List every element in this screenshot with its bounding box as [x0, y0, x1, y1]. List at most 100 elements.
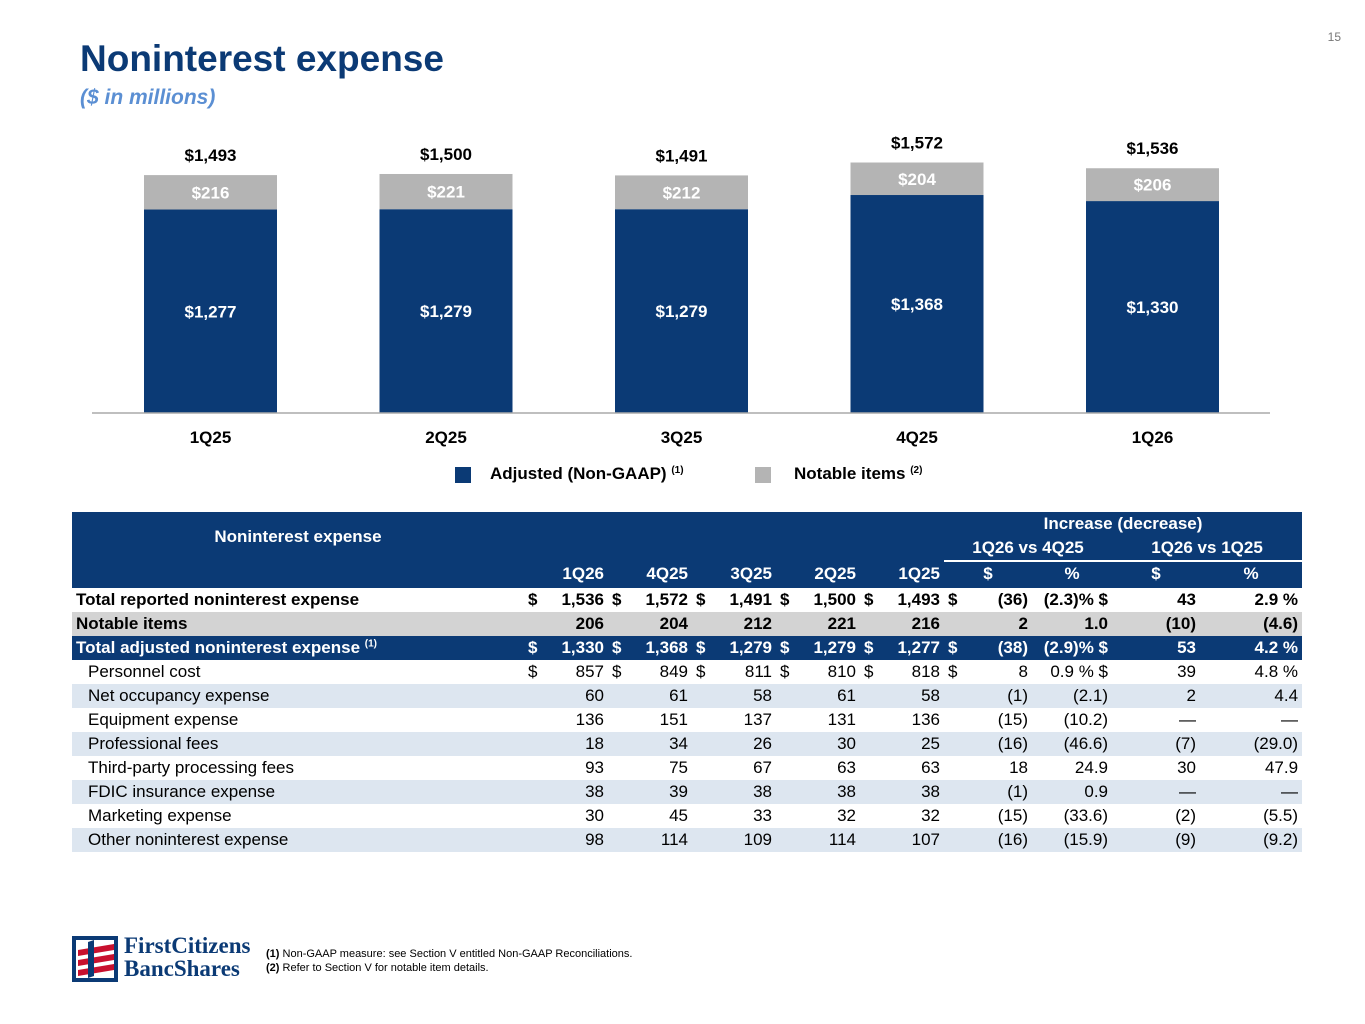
change-dollar-cell: 43 — [1112, 586, 1200, 612]
bar-notable — [379, 173, 513, 210]
company-logo — [70, 930, 250, 986]
change-dollar-cell: (1) — [944, 684, 1032, 708]
value-cell: 34 — [608, 732, 692, 756]
change-percent-cell: (29.0) — [1200, 732, 1303, 756]
legend-label-adjusted: Adjusted (Non-GAAP) (1) — [490, 464, 684, 483]
logo-line-2: BancShares — [124, 956, 240, 981]
change-percent-cell: (2.3)% $ — [1032, 586, 1112, 612]
data-label-notable: $204 — [898, 170, 936, 189]
change-dollar-cell: $ (36) — [944, 586, 1032, 612]
x-tick-label: 4Q25 — [896, 428, 938, 447]
page-subtitle: ($ in millions) — [80, 86, 216, 109]
value-cell: $1,279 — [692, 636, 776, 660]
value-cell: 33 — [753, 806, 772, 825]
value-cell: 58 — [692, 684, 776, 708]
value-cell: 61 — [608, 684, 692, 708]
value-cell: 39 — [608, 780, 692, 804]
change-dollar-cell: (16) — [944, 828, 1032, 852]
value-cell: 212 — [692, 612, 776, 636]
change-dollar-cell: (2) — [1175, 806, 1196, 825]
value-cell: 107 — [860, 828, 944, 852]
bar-adjusted — [1086, 201, 1219, 413]
row-label: Marketing expense — [88, 806, 232, 825]
col-header-quarter: 1Q25 — [898, 563, 940, 583]
value-cell: 63 — [837, 758, 856, 777]
change-percent-cell: 0.9 — [1032, 780, 1112, 804]
col-header-dollar: $ — [983, 564, 993, 583]
value-cell: 18 — [524, 732, 608, 756]
data-label-total: $1,572 — [891, 134, 943, 153]
increase-header: Increase (decrease) — [1043, 514, 1203, 533]
change-dollar-cell: 2 — [944, 612, 1032, 636]
change-percent-cell: 47.9 — [1264, 758, 1299, 777]
data-label-total: $1,536 — [1127, 139, 1179, 158]
value-cell: 137 — [743, 710, 772, 729]
value-cell: $1,500 — [776, 586, 860, 612]
value-cell: 204 — [608, 612, 692, 636]
value-cell: 206 — [524, 612, 608, 636]
value-cell: 75 — [669, 758, 688, 777]
footnote-2: (2) Refer to Section V for notable item … — [266, 962, 489, 974]
legend-swatch-notable — [755, 467, 771, 483]
change-percent-cell: 1.0 — [1032, 612, 1112, 636]
bar-adjusted — [144, 209, 277, 413]
value-cell: $1,277 — [860, 636, 944, 660]
legend-swatch-adjusted — [455, 467, 471, 483]
row-label: Notable items — [72, 612, 524, 636]
change-dollar-cell: 18 — [1009, 758, 1028, 777]
value-cell: 32 — [837, 806, 856, 825]
table-row: Total reported noninterest expense $1,536… — [72, 586, 1303, 612]
change-percent-cell: (33.6) — [1063, 806, 1108, 825]
value-cell: 151 — [659, 710, 688, 729]
row-label: Total adjusted noninterest expense (1) — [72, 636, 524, 660]
table-row: Other noninterest expense 98 114 109 114 107(… — [72, 828, 1303, 852]
bar-adjusted — [379, 209, 513, 413]
value-cell: $810 — [780, 662, 856, 681]
x-tick-label: 3Q25 — [661, 428, 703, 447]
value-cell: $811 — [696, 662, 772, 681]
change-dollar-cell: — — [1179, 710, 1196, 729]
table-row: Professional fees 18 34 26 30 25 (16) (46.6) (7)… — [72, 732, 1303, 756]
col-header-quarter: 2Q25 — [814, 563, 856, 583]
row-label: Equipment expense — [88, 710, 239, 729]
table-row: FDIC insurance expense 38 39 38 38 38 (1) 0.9— — — [72, 780, 1303, 804]
data-label-adjusted: $1,277 — [185, 302, 237, 321]
noninterest-expense-table: Noninterest expense Increase (decrease) … — [72, 512, 1303, 852]
change-percent-cell: 2.9 % — [1200, 586, 1303, 612]
footnote-1: (1) Non-GAAP measure: see Section V enti… — [266, 948, 633, 960]
page-title: Noninterest expense — [80, 38, 444, 79]
logo-text: FirstCitizens BancShares — [124, 934, 250, 980]
bar-notable — [850, 162, 984, 196]
value-cell: 221 — [776, 612, 860, 636]
col-header-quarter: 4Q25 — [646, 563, 688, 583]
change-percent-cell: 0.9 % $ — [1050, 662, 1108, 681]
quarter-header-row: 1Q26 4Q25 3Q25 2Q25 1Q25 $ % $ % — [72, 561, 1303, 587]
value-cell: $1,330 — [524, 636, 608, 660]
table-title: Noninterest expense — [214, 526, 382, 546]
change-percent-cell: 4.2 % — [1200, 636, 1303, 660]
value-cell: 30 — [585, 806, 604, 825]
value-cell: 38 — [692, 780, 776, 804]
table-row: Equipment expense 136 151 137 131 136 (15) (10.… — [72, 708, 1302, 732]
value-cell: 38 — [776, 780, 860, 804]
change-percent-cell: (15.9) — [1032, 828, 1112, 852]
change-percent-cell: (4.6) — [1200, 612, 1303, 636]
compare-header-2: 1Q26 vs 1Q25 — [1112, 536, 1303, 562]
value-cell: $1,493 — [860, 586, 944, 612]
change-dollar-cell: (7) — [1112, 732, 1200, 756]
bar-notable — [1086, 168, 1219, 202]
value-cell: 38 — [524, 780, 608, 804]
row-label: Total reported noninterest expense — [72, 586, 524, 612]
change-dollar-cell: (16) — [944, 732, 1032, 756]
change-dollar-cell: (1) — [944, 780, 1032, 804]
value-cell: 38 — [860, 780, 944, 804]
data-label-notable: $212 — [663, 183, 701, 202]
change-percent-cell: (46.6) — [1032, 732, 1112, 756]
value-cell: $1,491 — [692, 586, 776, 612]
value-cell: 60 — [524, 684, 608, 708]
change-dollar-cell: (15) — [997, 710, 1028, 729]
row-label: FDIC insurance expense — [72, 780, 524, 804]
value-cell: 30 — [776, 732, 860, 756]
row-label: Personnel cost — [88, 662, 201, 681]
change-dollar-cell: $8 — [948, 662, 1028, 681]
